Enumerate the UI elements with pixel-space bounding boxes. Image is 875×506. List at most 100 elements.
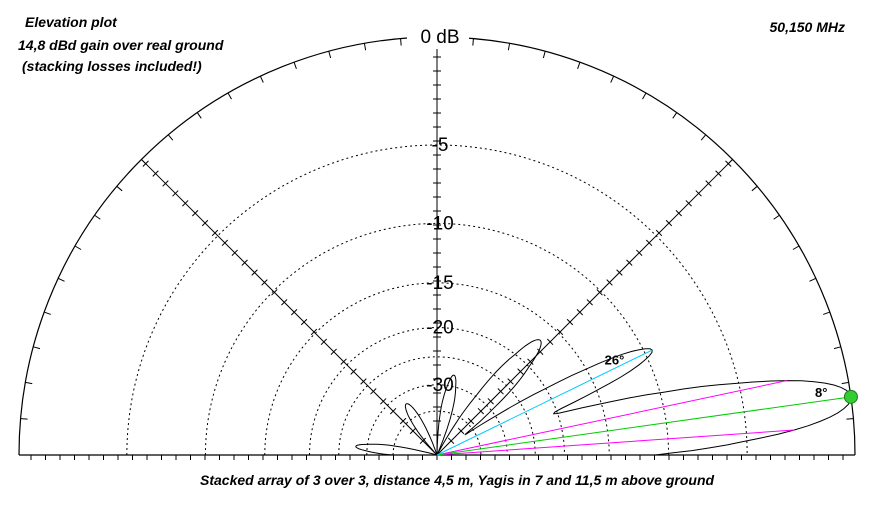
degree-tick — [44, 311, 51, 315]
spoke-tick — [290, 308, 298, 316]
degree-tick — [141, 159, 147, 165]
spoke-tick — [566, 318, 574, 326]
spoke-tick — [556, 328, 564, 336]
degree-tick — [293, 62, 297, 69]
spoke-tick — [616, 269, 623, 276]
spoke-tick — [201, 219, 209, 227]
plot-title: Elevation plot — [25, 14, 117, 30]
radiation-pattern-layer — [355, 339, 852, 456]
spoke-tick — [221, 239, 229, 247]
spoke-tick — [636, 249, 643, 256]
degree-tick — [610, 75, 615, 83]
marker-layer — [436, 349, 858, 456]
ring-inner-0 — [338, 356, 536, 456]
degree-tick — [259, 75, 264, 83]
degree-tick — [400, 38, 402, 46]
degree-tick — [116, 185, 123, 192]
spoke-tick — [360, 378, 367, 385]
degree-tick — [792, 245, 800, 250]
spoke-tick — [261, 279, 268, 286]
degree-tick — [57, 277, 65, 282]
degree-tick — [823, 311, 830, 315]
ring-label-5: -5 — [432, 135, 449, 156]
spoke-tick — [152, 170, 159, 177]
degree-tick — [642, 92, 647, 100]
degree-tick — [727, 159, 733, 165]
spoke-tick — [685, 200, 692, 207]
spoke-tick — [211, 229, 219, 237]
spoke-tick — [517, 368, 524, 375]
spoke-tick — [576, 308, 584, 316]
degree-tick — [577, 62, 581, 69]
marker-line-second — [436, 349, 653, 456]
degree-tick — [542, 51, 546, 59]
degree-tick — [833, 346, 841, 350]
degree-tick — [507, 43, 511, 51]
frequency-label: 50,150 MHz — [769, 19, 845, 35]
stacking-losses-note: (stacking losses included!) — [22, 58, 202, 74]
marker-line-main — [436, 396, 852, 456]
spoke-tick — [606, 279, 613, 286]
spoke-tick — [271, 289, 278, 296]
spoke-tick — [350, 368, 357, 375]
spoke-tick — [507, 378, 514, 385]
degree-tick — [328, 51, 332, 59]
spoke-tick — [497, 388, 504, 395]
spoke-tick — [586, 299, 593, 306]
spoke-tick — [399, 417, 407, 425]
beamwidth-line — [436, 380, 788, 456]
ring-label-10: -10 — [426, 213, 453, 234]
degree-tick — [363, 43, 367, 51]
spoke-tick — [340, 358, 347, 365]
spoke-tick — [695, 190, 702, 197]
spoke-tick — [182, 200, 189, 207]
spoke-tick — [191, 209, 199, 217]
spoke-tick — [665, 219, 673, 227]
degree-tick — [227, 92, 232, 100]
grid-layer — [18, 25, 856, 460]
degree-tick — [841, 381, 849, 385]
spoke-tick — [172, 190, 179, 197]
spoke-135 — [141, 159, 438, 456]
degree-tick — [751, 185, 758, 192]
spoke-tick — [419, 437, 427, 445]
spoke-tick — [447, 437, 455, 445]
degree-tick — [74, 245, 82, 250]
spoke-tick — [330, 348, 337, 355]
spoke-tick — [537, 348, 544, 355]
spoke-tick — [527, 358, 534, 365]
spoke-tick — [655, 229, 663, 237]
spoke-tick — [546, 338, 554, 346]
spoke-tick — [457, 427, 465, 435]
degree-tick — [25, 381, 33, 385]
spoke-tick — [467, 417, 475, 425]
spoke-tick — [715, 170, 722, 177]
top-label-bg — [407, 25, 469, 49]
spoke-tick — [281, 299, 288, 306]
label-layer: 0 dB -5 -10 -15 -20 -30 8° 26° — [420, 27, 827, 400]
degree-tick — [94, 214, 101, 220]
degree-tick — [672, 112, 678, 119]
spoke-tick — [477, 407, 485, 415]
spoke-tick — [162, 180, 169, 187]
spoke-tick — [251, 269, 258, 276]
degree-tick — [33, 346, 41, 350]
beamwidth-line — [436, 429, 795, 456]
marker-label-main: 8° — [815, 385, 827, 400]
spoke-tick — [675, 209, 683, 217]
spoke-tick — [370, 388, 377, 395]
spoke-tick — [487, 398, 494, 405]
degree-tick — [846, 418, 854, 420]
degree-tick — [167, 134, 174, 141]
spoke-tick — [389, 407, 397, 415]
spoke-tick — [380, 398, 387, 405]
degree-tick — [20, 418, 28, 420]
spoke-tick — [645, 239, 653, 247]
spoke-45 — [436, 159, 733, 456]
spoke-tick — [241, 259, 248, 266]
degree-tick — [196, 112, 202, 119]
spoke-tick — [409, 427, 417, 435]
peak-dot — [843, 389, 858, 404]
gain-note: 14,8 dBd gain over real ground — [18, 37, 224, 53]
